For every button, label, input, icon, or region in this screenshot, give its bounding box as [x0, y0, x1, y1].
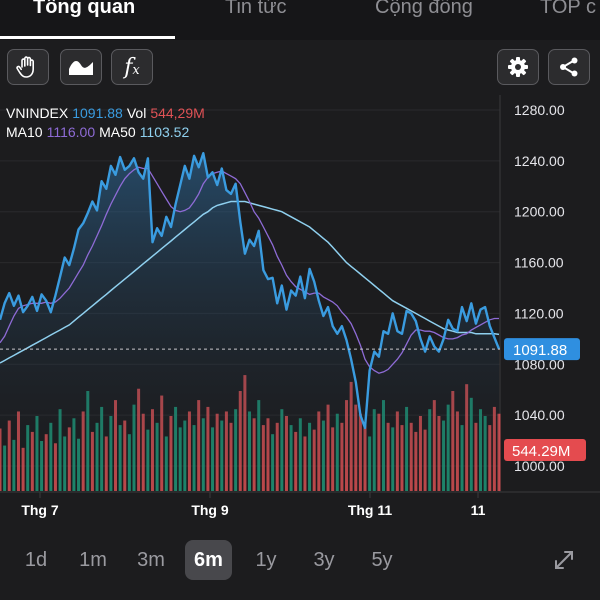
- current-price-tag: [504, 338, 580, 361]
- legend-symbol: VNINDEX: [6, 105, 69, 121]
- price-area-fill: [0, 153, 499, 491]
- range-1m-button[interactable]: 1m: [79, 548, 107, 571]
- legend-row-2: MA10 1116.00 MA50 1103.52: [6, 124, 193, 140]
- legend-ma10-label: MA10: [6, 124, 43, 140]
- legend-ma50-label: MA50: [99, 124, 136, 140]
- range-3m-button[interactable]: 3m: [137, 548, 165, 571]
- time-range-selector: 1d 1m 3m 6m 1y 3y 5y: [0, 537, 600, 583]
- current-volume-tag-text: 544.29M: [512, 443, 570, 460]
- share-icon: [560, 57, 578, 77]
- y-tick-label: 1080.00: [514, 356, 565, 372]
- function-fx-icon: fx: [124, 55, 140, 80]
- legend-price: 1091.88: [72, 105, 123, 121]
- tab-top[interactable]: TOP c: [540, 0, 596, 18]
- x-tick-label: Thg 11: [348, 502, 393, 518]
- top-tab-bar: Tổng quan Tin tức Cộng đồng TOP c: [0, 0, 600, 40]
- price-chart[interactable]: 1280.00 1240.00 1200.00 1160.00 1120.00 1080.…: [0, 95, 600, 520]
- legend-vol-label: Vol: [126, 105, 147, 121]
- y-tick-label: 1000.00: [514, 458, 565, 474]
- range-5y-button[interactable]: 5y: [371, 548, 393, 571]
- x-tick-label: Thg 9: [191, 502, 229, 518]
- range-6m-button[interactable]: 6m: [185, 540, 232, 580]
- range-3y-button[interactable]: 3y: [313, 548, 335, 571]
- price-chart-svg: 1280.00 1240.00 1200.00 1160.00 1120.00 1080.…: [0, 95, 600, 518]
- y-tick-label: 1200.00: [514, 204, 565, 220]
- x-tick-label: Thg 7: [21, 502, 59, 518]
- legend-ma10-value: 1116.00: [46, 124, 96, 140]
- legend-ma50-value: 1103.52: [139, 124, 190, 140]
- x-tick-label: 11: [471, 502, 486, 518]
- y-tick-label: 1280.00: [514, 102, 565, 118]
- y-tick-label: 1120.00: [514, 305, 564, 321]
- fullscreen-button[interactable]: [552, 548, 576, 572]
- price-series-line: [0, 152, 501, 430]
- ma10-series-line: [0, 166, 499, 374]
- tab-cong-dong[interactable]: Cộng đồng: [375, 0, 473, 18]
- y-tick-label: 1240.00: [514, 153, 565, 169]
- chart-style-icon: [69, 60, 93, 75]
- fx-f-glyph: f: [124, 54, 133, 80]
- y-tick-label: 1160.00: [514, 255, 564, 271]
- legend-vol-value: 544,29M: [150, 105, 205, 121]
- current-price-tag-text: 1091.88: [513, 342, 567, 359]
- current-volume-tag: [504, 439, 586, 461]
- range-1d-button[interactable]: 1d: [24, 548, 48, 571]
- chart-style-button[interactable]: [60, 49, 102, 85]
- indicator-function-button[interactable]: fx: [111, 49, 153, 85]
- share-button[interactable]: [548, 49, 590, 85]
- fx-x-glyph: x: [132, 62, 140, 78]
- active-tab-indicator: [0, 36, 175, 39]
- expand-arrows-icon: [555, 551, 573, 569]
- tab-tin-tuc[interactable]: Tin tức: [225, 0, 287, 18]
- tab-tong-quan[interactable]: Tổng quan: [33, 0, 136, 18]
- hand-gesture-icon: [16, 56, 34, 78]
- gesture-mode-button[interactable]: [7, 49, 49, 85]
- range-1y-button[interactable]: 1y: [255, 548, 277, 571]
- gear-icon: [508, 57, 528, 77]
- legend-row-1: VNINDEX 1091.88 Vol 544,29M: [6, 105, 209, 121]
- settings-button[interactable]: [497, 49, 539, 85]
- y-tick-label: 1040.00: [514, 407, 565, 423]
